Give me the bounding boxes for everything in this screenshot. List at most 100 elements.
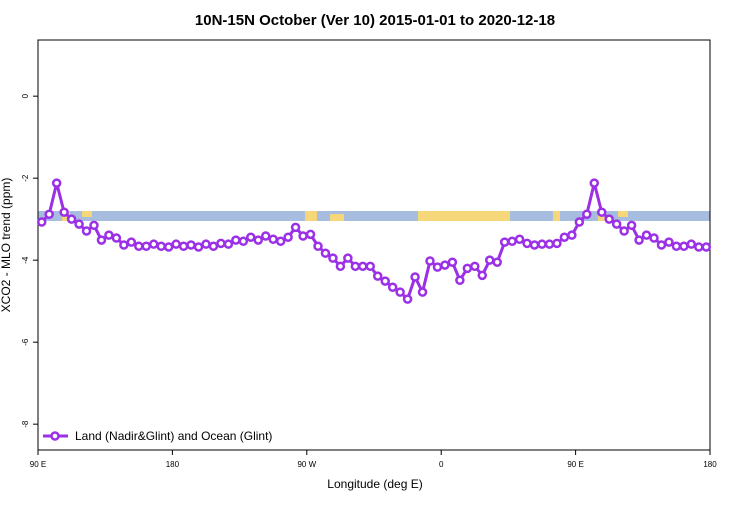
data-point	[484, 255, 495, 265]
data-point	[365, 261, 376, 272]
data-point	[380, 276, 390, 286]
data-point	[552, 238, 562, 249]
data-point	[283, 232, 293, 242]
data-point	[514, 234, 525, 245]
data-point	[529, 240, 540, 250]
data-point	[119, 240, 129, 250]
x-tick-label: 90 E	[567, 460, 583, 469]
x-tick-label: 0	[439, 460, 444, 469]
data-point	[701, 242, 712, 252]
data-point	[679, 241, 689, 251]
data-point	[626, 220, 637, 231]
data-point	[96, 235, 107, 245]
data-point	[574, 217, 585, 227]
data-point	[238, 236, 249, 247]
data-point	[298, 231, 308, 241]
data-point	[290, 222, 301, 233]
data-point	[111, 233, 122, 243]
data-point	[51, 178, 62, 188]
data-point	[671, 241, 682, 251]
data-point	[686, 239, 697, 249]
data-point	[611, 219, 622, 229]
y-axis-label: XCO2 - MLO trend (ppm)	[0, 178, 13, 313]
data-point	[656, 240, 667, 250]
land-patch	[330, 214, 344, 221]
chart-title: 10N-15N October (Ver 10) 2015-01-01 to 2…	[195, 12, 555, 29]
data-point	[335, 261, 346, 272]
data-point	[126, 237, 137, 247]
data-point	[664, 237, 674, 247]
data-point	[432, 262, 443, 272]
x-tick-label: 90 W	[297, 460, 316, 469]
data-point	[260, 231, 271, 241]
data-point	[694, 242, 704, 252]
data-point	[89, 220, 99, 231]
data-point	[641, 230, 652, 240]
data-point	[66, 214, 77, 224]
data-point	[395, 287, 405, 297]
legend-label: Land (Nadir&Glint) and Ocean (Glint)	[75, 429, 272, 443]
legend-marker	[50, 431, 60, 441]
data-point	[589, 178, 600, 188]
x-tick-label: 180	[166, 460, 180, 469]
data-point	[447, 257, 458, 267]
data-point	[134, 241, 144, 251]
land-patch	[553, 211, 560, 221]
data-point	[507, 236, 517, 247]
data-point	[223, 239, 234, 249]
y-tick-label: -4	[21, 256, 30, 264]
data-point	[328, 253, 338, 263]
data-point	[253, 235, 264, 245]
data-point	[163, 242, 174, 252]
data-point	[208, 241, 219, 251]
y-tick-label: -8	[21, 420, 30, 428]
data-point	[193, 242, 204, 252]
y-tick-label: -6	[21, 338, 30, 346]
data-point	[604, 214, 614, 224]
data-point	[492, 257, 502, 267]
data-point	[36, 217, 47, 227]
data-point	[186, 240, 196, 250]
data-point	[462, 263, 473, 274]
data-point	[313, 241, 323, 251]
data-point	[470, 261, 480, 272]
land-patch	[305, 211, 317, 221]
data-point	[559, 232, 570, 242]
x-axis-label: Longitude (deg E)	[327, 477, 422, 491]
data-point	[387, 282, 398, 292]
data-point	[425, 256, 435, 266]
data-point	[216, 238, 226, 249]
data-point	[343, 253, 353, 263]
data-point	[231, 235, 241, 245]
legend: Land (Nadir&Glint) and Ocean (Glint)	[43, 429, 272, 443]
data-point	[544, 239, 555, 249]
land-patch	[82, 211, 92, 217]
data-point	[246, 232, 256, 242]
data-point	[141, 241, 152, 251]
data-point	[81, 226, 92, 236]
data-point	[178, 241, 189, 251]
data-point	[148, 239, 159, 249]
data-point	[410, 272, 420, 282]
data-point	[417, 287, 428, 297]
data-point	[499, 237, 510, 247]
data-point	[275, 236, 286, 247]
data-point	[567, 230, 577, 240]
data-point	[522, 238, 532, 249]
data-point	[582, 209, 592, 219]
data-point	[372, 271, 383, 281]
data-point	[268, 234, 278, 245]
ocean-band	[38, 211, 710, 221]
data-point	[477, 270, 488, 281]
y-tick-label: 0	[21, 93, 30, 98]
x-tick-label: 90 E	[30, 460, 46, 469]
data-point	[596, 207, 607, 217]
land-patch	[418, 211, 510, 221]
data-point	[358, 261, 368, 272]
data-point	[320, 248, 331, 258]
data-point	[440, 260, 450, 270]
data-point	[44, 209, 54, 219]
data-point	[649, 233, 659, 243]
